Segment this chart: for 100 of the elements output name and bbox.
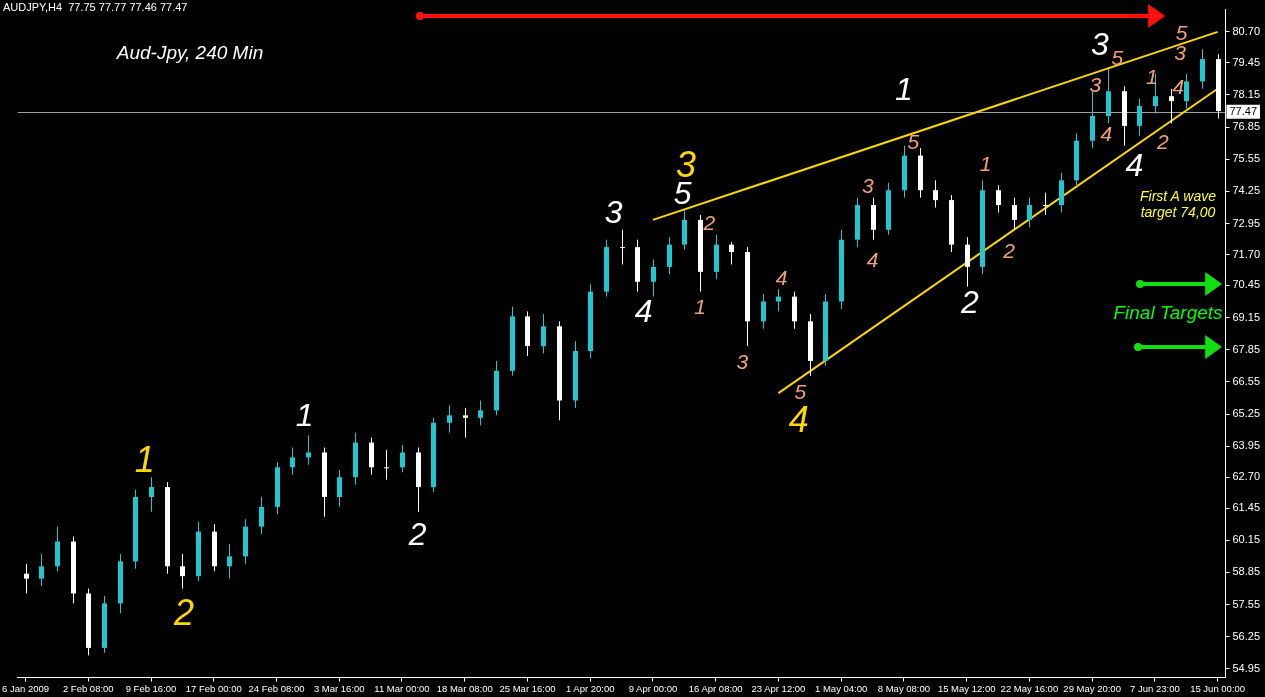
annotation: 1 (979, 151, 992, 175)
x-tick-label: 2 Feb 08:00 (62, 682, 114, 694)
annotation: 2 (703, 210, 716, 234)
x-tick-label: 29 May 20:00 (1063, 682, 1121, 694)
y-tick-label: 54.95 (1232, 661, 1260, 674)
annotation: 1 (295, 397, 314, 434)
x-tick-label: 17 Feb 00:00 (185, 682, 242, 694)
candlestick (1043, 192, 1048, 216)
y-tick-label: 78.15 (1232, 87, 1260, 100)
annotation: Final Targets (1113, 302, 1223, 323)
candlestick (1169, 88, 1174, 124)
x-tick-label: 15 May 12:00 (937, 682, 996, 694)
annotation: 1 (1145, 64, 1158, 88)
candlestick (447, 404, 452, 434)
candlestick (965, 236, 970, 288)
annotation: 3 (604, 194, 623, 231)
annotation: 4 (775, 265, 788, 289)
x-tick-label: 16 Apr 08:00 (688, 682, 743, 694)
y-tick-label: 75.55 (1232, 152, 1260, 165)
chart-title: AUDJPY,H4 77.75 77.77 77.46 77.47 (3, 1, 188, 13)
y-tick-label: 70.45 (1232, 278, 1260, 291)
candlestick (227, 543, 232, 580)
y-tick-label: 56.25 (1232, 629, 1260, 642)
x-tick-label: 23 Apr 12:00 (751, 682, 806, 694)
y-tick-label: 60.15 (1232, 533, 1260, 546)
candlestick (541, 313, 546, 354)
candlestick (400, 444, 405, 473)
y-tick-label: 67.85 (1232, 342, 1260, 355)
annotation: First A wave target 74,00 (1139, 188, 1217, 220)
y-tick-label: 58.85 (1232, 565, 1260, 578)
annotation: 4 (634, 293, 653, 330)
candlestick (667, 236, 672, 275)
candlestick (651, 258, 656, 298)
x-tick-label: 7 Jun 23:00 (1130, 682, 1180, 694)
candlestick (776, 288, 781, 312)
annotation: 1 (895, 70, 913, 107)
y-tick-label: 61.45 (1232, 501, 1260, 514)
candlestick (337, 469, 342, 508)
candlestick (996, 184, 1001, 213)
x-tick-label: 9 Apr 00:00 (628, 682, 678, 694)
y-tick-label: 74.25 (1232, 184, 1260, 197)
x-tick-label: 1 Apr 20:00 (565, 682, 615, 694)
annotation: 2 (1156, 129, 1169, 153)
candlestick (1012, 197, 1017, 231)
annotation: 4 (866, 247, 879, 271)
candlestick (306, 434, 311, 466)
x-tick-label: 3 Mar 16:00 (313, 682, 365, 694)
y-tick-label: 80.70 (1232, 24, 1260, 37)
annotation: 2 (960, 283, 979, 320)
y-tick-label: 71.70 (1232, 247, 1260, 260)
candlestick (1137, 98, 1142, 137)
candlestick (384, 449, 389, 481)
candlestick (290, 447, 295, 476)
annotation: 4 (1172, 74, 1185, 98)
annotation: 3 (1089, 72, 1102, 96)
annotation: 2 (173, 592, 194, 634)
x-tick-label: 15 Jun 00:00 (1190, 682, 1246, 694)
y-tick-label: 65.25 (1232, 407, 1260, 420)
annotation: 5 (907, 129, 920, 153)
annotation: 1 (694, 294, 706, 318)
annotation: 3 (862, 173, 874, 197)
candlestick (39, 553, 44, 587)
y-tick-label: 76.85 (1232, 120, 1260, 133)
candlestick (761, 293, 766, 330)
candlestick (1184, 73, 1189, 110)
annotation: 4 (1125, 147, 1144, 184)
x-tick-label: 9 Feb 16:00 (125, 682, 177, 694)
candlestick (729, 241, 734, 265)
candlestick (259, 496, 264, 535)
annotation: 1 (134, 438, 155, 480)
x-tick-label: 8 May 08:00 (877, 682, 931, 694)
x-tick-label: 22 May 16:00 (1000, 682, 1059, 694)
candlestick (180, 553, 185, 590)
y-tick-label: 79.45 (1232, 55, 1260, 68)
candlestick (24, 563, 29, 594)
y-tick-label: 63.95 (1232, 439, 1260, 452)
annotation: Aud-Jpy, 240 Min (115, 42, 265, 64)
ref-line-label: 77.47 (1229, 104, 1257, 117)
candlestick (463, 407, 468, 439)
x-tick-label: 11 Mar 00:00 (374, 682, 430, 694)
candlestick (1200, 48, 1205, 90)
candlestick (1027, 197, 1032, 228)
x-tick-label: 1 May 04:00 (815, 682, 868, 694)
x-tick-label: 24 Feb 08:00 (248, 682, 305, 694)
candlestick (478, 400, 483, 426)
x-tick-label: 6 Jan 2009 (2, 682, 50, 694)
annotation: 3 (1091, 26, 1109, 63)
x-tick-label: 25 Mar 16:00 (499, 682, 556, 694)
annotation: 4 (1100, 121, 1113, 145)
y-tick-label: 62.70 (1232, 470, 1260, 483)
x-tick-label: 18 Mar 08:00 (436, 682, 493, 694)
y-tick-label: 66.55 (1232, 374, 1260, 387)
candlestick (933, 179, 938, 209)
y-tick-label: 69.15 (1232, 310, 1260, 323)
y-tick-label: 72.95 (1232, 216, 1260, 229)
annotation: 2 (408, 516, 427, 553)
candlestick (620, 229, 625, 265)
annotation: 2 (1003, 238, 1015, 262)
annotation: 5 (1111, 45, 1124, 69)
y-tick-label: 57.55 (1232, 597, 1260, 610)
